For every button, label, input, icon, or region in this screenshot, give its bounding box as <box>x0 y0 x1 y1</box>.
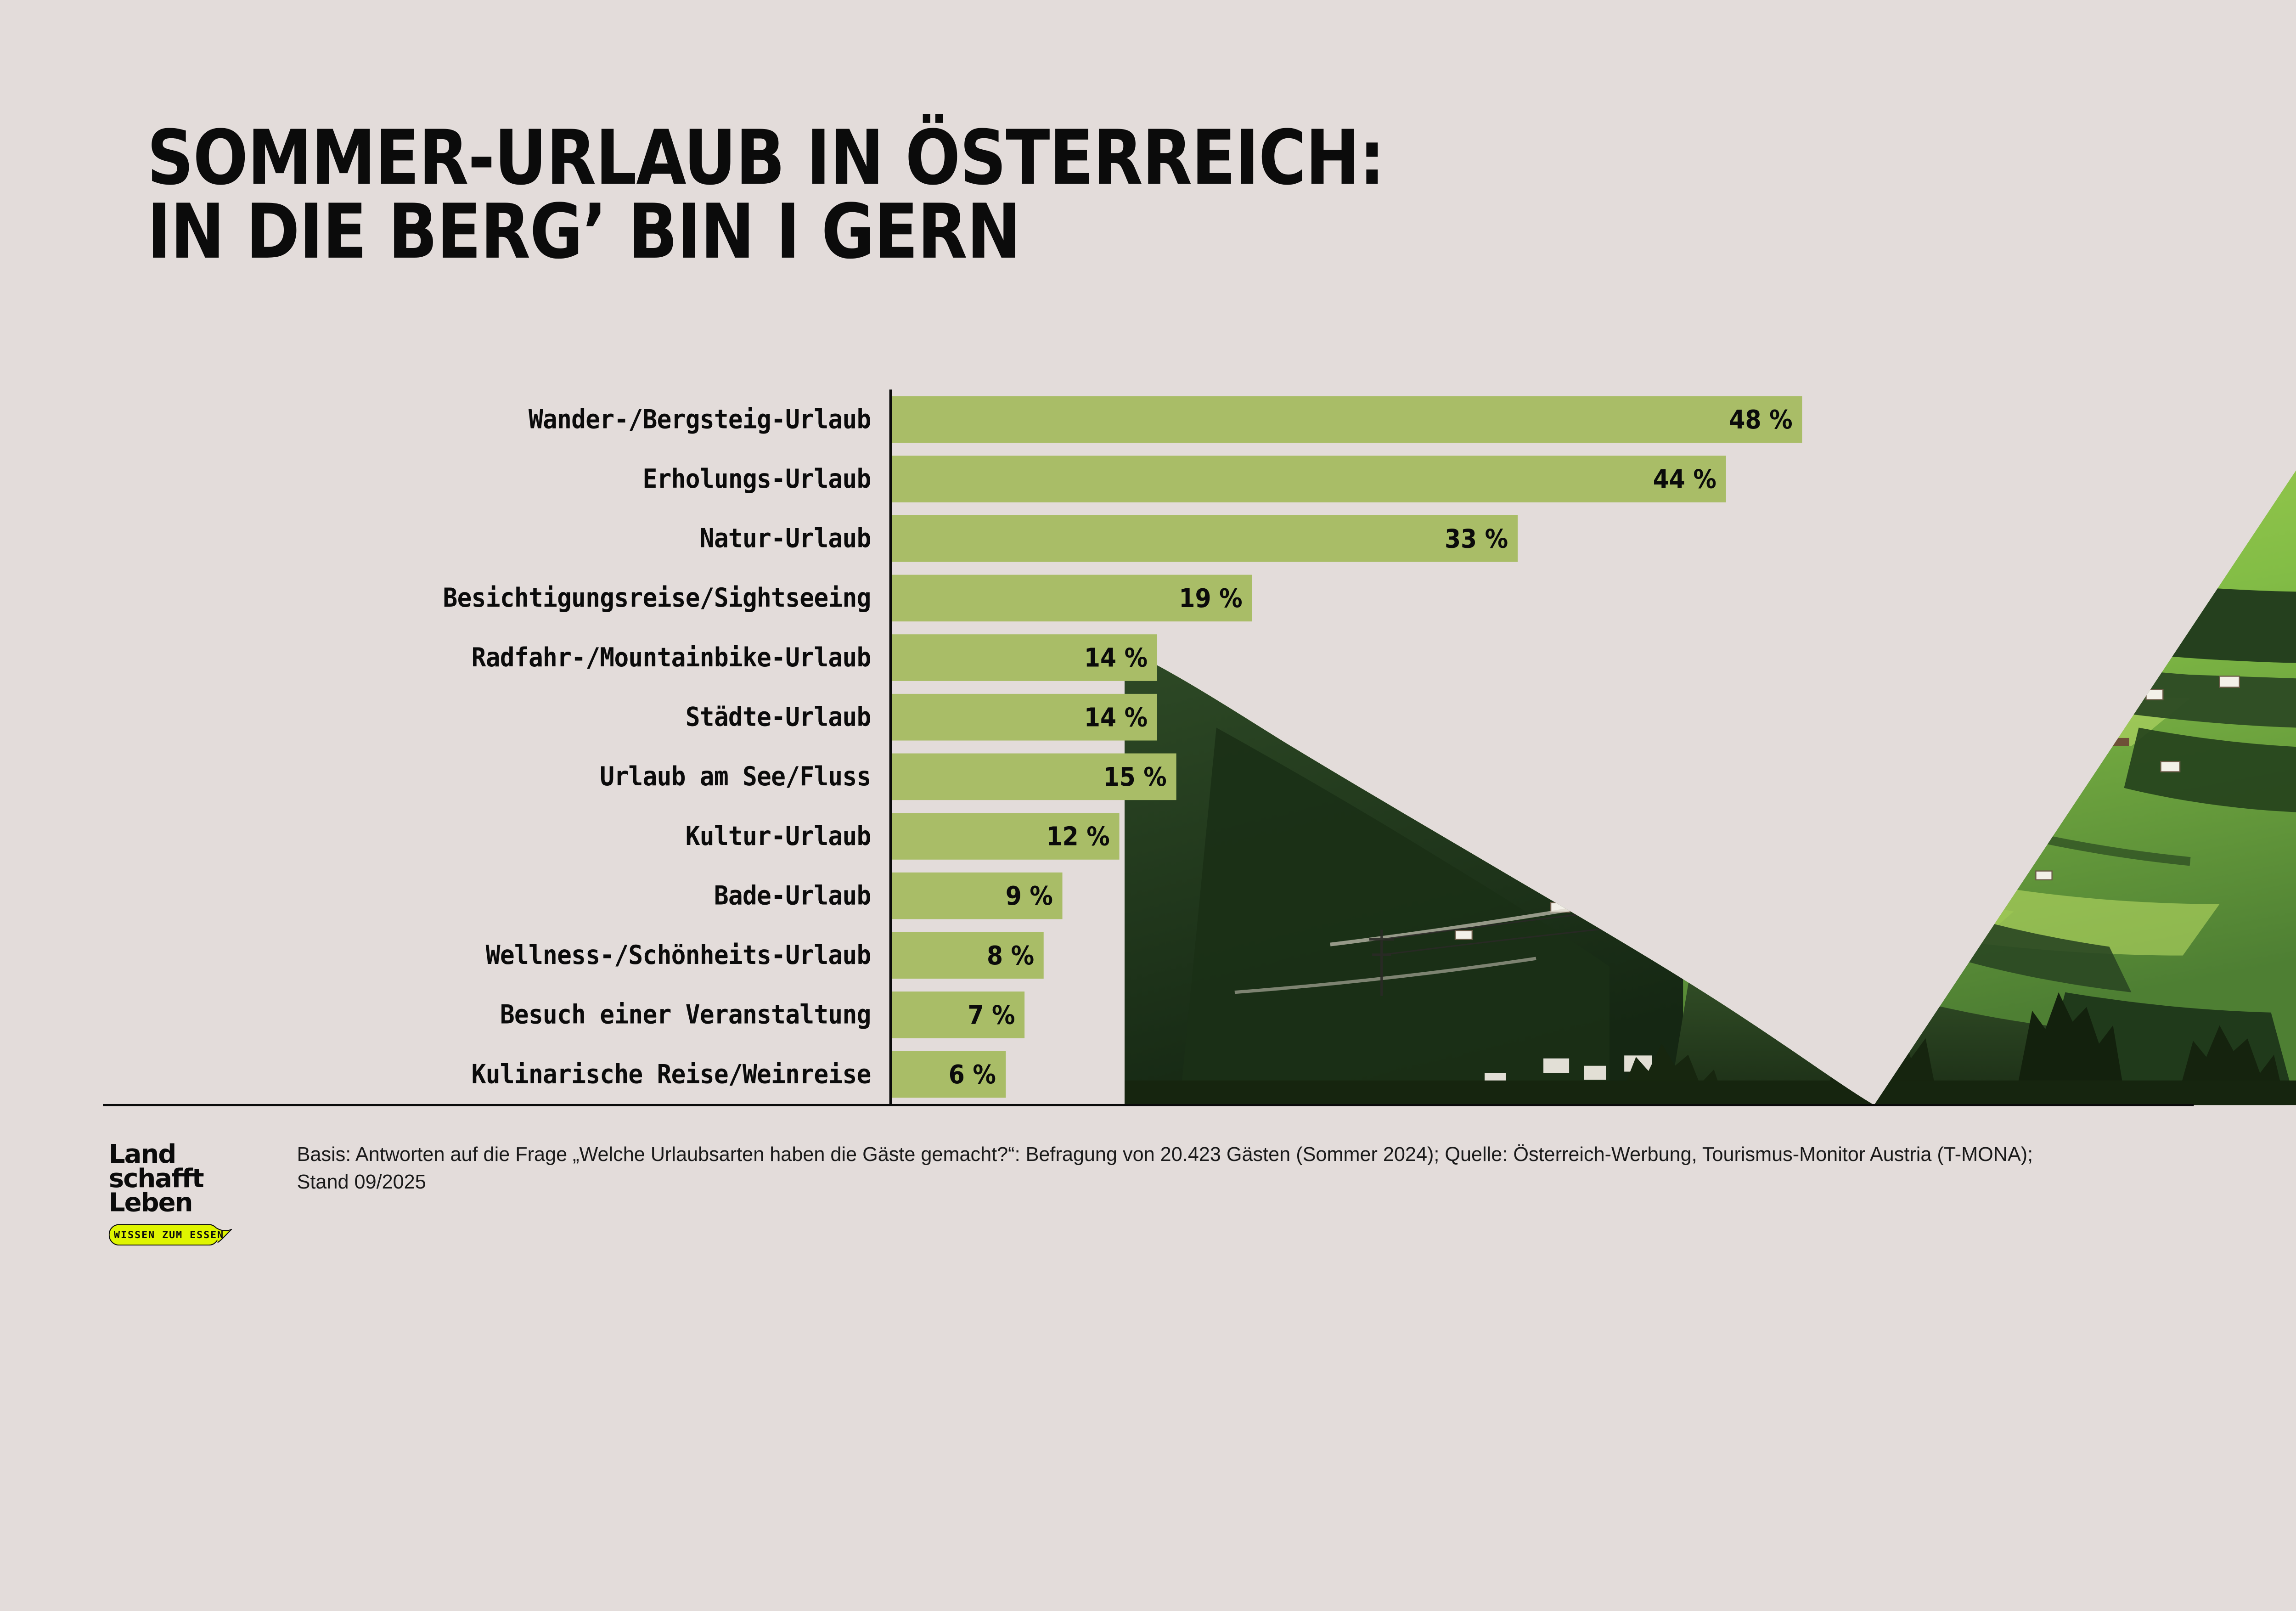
bar-fill: 9 % <box>892 872 1063 919</box>
bar: 33 % <box>892 515 1518 562</box>
bar-value-label: 8 % <box>986 940 1034 971</box>
bar-category-label: Kultur-Urlaub <box>685 820 872 851</box>
bar-value-label: 14 % <box>1084 642 1148 673</box>
bar-row: Bade-Urlaub 9 % <box>0 866 2296 925</box>
bar-fill: 19 % <box>892 575 1252 622</box>
bar-value-label: 6 % <box>949 1059 996 1090</box>
bar-category-label: Städte-Urlaub <box>685 701 872 732</box>
bar-fill: 48 % <box>892 396 1802 443</box>
bar-category-label: Natur-Urlaub <box>699 523 872 554</box>
bar-fill: 15 % <box>892 753 1176 800</box>
title-line-1: SOMMER-URLAUB IN ÖSTERREICH: <box>147 114 1385 202</box>
bar-fill: 44 % <box>892 456 1727 502</box>
bar: 12 % <box>892 813 1120 860</box>
bar-fill: 14 % <box>892 693 1158 741</box>
bar-value-label: 14 % <box>1084 702 1148 732</box>
bar-value-label: 44 % <box>1653 464 1717 494</box>
bar-fill: 6 % <box>892 1051 1006 1098</box>
hillside-illustration <box>1124 470 2296 1105</box>
bar: 6 % <box>892 1051 1006 1098</box>
bar: 19 % <box>892 575 1252 622</box>
bar-fill: 33 % <box>892 515 1518 562</box>
bar-category-label: Bade-Urlaub <box>714 880 872 911</box>
bar-value-label: 15 % <box>1103 761 1167 792</box>
bar: 8 % <box>892 932 1044 979</box>
infographic-canvas: SOMMER-URLAUB IN ÖSTERREICH: IN DIE BERG… <box>0 114 2296 1246</box>
bar-category-label: Besichtigungsreise/Sightseeing <box>443 582 872 613</box>
bar-value-label: 7 % <box>968 1000 1015 1030</box>
bar-value-label: 48 % <box>1729 404 1793 435</box>
bar-value-label: 19 % <box>1179 583 1243 614</box>
chart-axis-line <box>889 389 892 1104</box>
alpine-hillside-photo <box>1124 470 2296 1105</box>
bar-category-label: Wellness-/Schönheits-Urlaub <box>485 940 872 970</box>
bar-row: Radfahr-/Mountainbike-Urlaub 14 % <box>0 628 2296 687</box>
bar-row: Wellness-/Schönheits-Urlaub 8 % <box>0 925 2296 985</box>
logo-word-leben: Leben <box>108 1187 193 1217</box>
tagline-badge: WISSEN ZUM ESSEN <box>108 1224 236 1246</box>
bar: 14 % <box>892 634 1158 681</box>
bar-row: Besuch einer Veranstaltung 7 % <box>0 985 2296 1045</box>
page-title: SOMMER-URLAUB IN ÖSTERREICH: IN DIE BERG… <box>147 114 1984 276</box>
bar-value-label: 9 % <box>1005 880 1053 911</box>
bar-value-label: 12 % <box>1046 821 1110 851</box>
bar: 9 % <box>892 872 1063 919</box>
bar-row: Kulinarische Reise/Weinreise 6 % <box>0 1044 2296 1104</box>
footnote-line-1: Basis: Antworten auf die Frage „Welche U… <box>297 1143 2033 1166</box>
bar: 48 % <box>892 396 1802 443</box>
title-line-2: IN DIE BERG’ BIN I GERN <box>147 188 1021 276</box>
bar-category-label: Radfahr-/Mountainbike-Urlaub <box>471 642 872 673</box>
bar-row: Kultur-Urlaub 12 % <box>0 806 2296 866</box>
tagline-badge-text: WISSEN ZUM ESSEN <box>114 1229 225 1241</box>
logo-word-land: Land <box>108 1138 176 1169</box>
bar-category-label: Erholungs-Urlaub <box>642 463 872 494</box>
bar-row: Natur-Urlaub 33 % <box>0 509 2296 569</box>
logo-word-schafft: schafft <box>108 1163 204 1194</box>
footer-divider <box>103 1104 2194 1106</box>
bar-category-label: Kulinarische Reise/Weinreise <box>471 1059 872 1089</box>
bar-fill: 7 % <box>892 991 1025 1038</box>
brand-logo[interactable]: Land schafft Leben WISSEN ZUM ESSEN <box>108 1138 263 1246</box>
source-footnote: Basis: Antworten auf die Frage „Welche U… <box>297 1141 2134 1195</box>
horizontal-bar-chart: Wander-/Bergsteig-Urlaub 48 % Erholungs-Ur… <box>0 389 2296 1104</box>
bar-row: Wander-/Bergsteig-Urlaub 48 % <box>0 389 2296 449</box>
bar: 44 % <box>892 456 1727 502</box>
bar-fill: 8 % <box>892 932 1044 979</box>
bar-row: Besichtigungsreise/Sightseeing 19 % <box>0 568 2296 628</box>
bar-row: Erholungs-Urlaub 44 % <box>0 449 2296 509</box>
footnote-line-2: Stand 09/2025 <box>297 1171 426 1193</box>
bar-category-label: Urlaub am See/Fluss <box>600 761 871 792</box>
bar: 7 % <box>892 991 1025 1038</box>
bar-category-label: Wander-/Bergsteig-Urlaub <box>528 404 871 434</box>
bar-row: Städte-Urlaub 14 % <box>0 687 2296 747</box>
bar-category-label: Besuch einer Veranstaltung <box>500 999 872 1030</box>
bar: 15 % <box>892 753 1176 800</box>
bar-value-label: 33 % <box>1444 523 1508 554</box>
bar-fill: 14 % <box>892 634 1158 681</box>
bar: 14 % <box>892 693 1158 741</box>
bar-row: Urlaub am See/Fluss 15 % <box>0 747 2296 806</box>
speech-bubble-icon <box>108 1224 232 1246</box>
bar-fill: 12 % <box>892 813 1120 860</box>
